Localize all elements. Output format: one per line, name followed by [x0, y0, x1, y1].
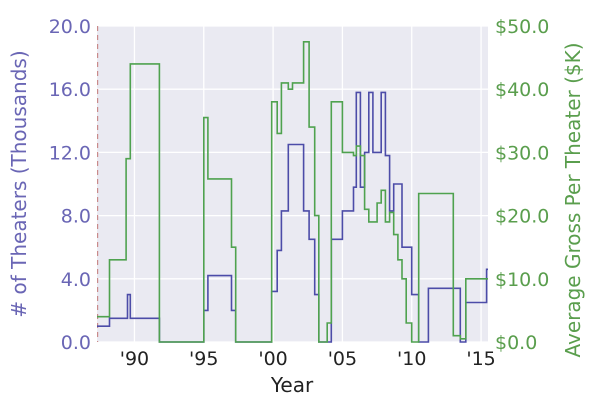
- x-tick-label: '00: [258, 348, 287, 370]
- series-gross-line: [97, 41, 488, 343]
- x-tick-label: '15: [466, 348, 495, 370]
- x-axis-ticks: '90 '95 '00 '05 '10 '15: [120, 348, 496, 370]
- y-left-tick-label: 20.0: [49, 16, 91, 38]
- right-axis-ticks: $0.0 $10.0 $20.0 $30.0 $40.0 $50.0: [495, 16, 549, 354]
- left-axis-ticks: 0.0 4.0 8.0 12.0 16.0 20.0: [49, 16, 91, 354]
- y-right-tick-label: $0.0: [495, 332, 537, 354]
- y-left-tick-label: 16.0: [49, 79, 91, 101]
- y-axis-right-label: Average Gross Per Theater ($K): [561, 42, 585, 357]
- x-tick-label: '90: [120, 348, 149, 370]
- y-left-tick-label: 0.0: [61, 332, 91, 354]
- y-left-tick-label: 4.0: [61, 269, 91, 291]
- x-axis-label: Year: [270, 373, 314, 397]
- y-right-tick-label: $40.0: [495, 79, 549, 101]
- x-tick-label: '05: [328, 348, 357, 370]
- series-theaters-line: [97, 91, 488, 343]
- y-axis-left-label: # of Theaters (Thousands): [7, 50, 31, 317]
- x-tick-label: '95: [189, 348, 218, 370]
- series-layer: [97, 41, 488, 343]
- y-right-tick-label: $50.0: [495, 16, 549, 38]
- y-right-tick-label: $10.0: [495, 269, 549, 291]
- y-right-tick-label: $20.0: [495, 206, 549, 228]
- plot-area: [97, 26, 488, 342]
- y-right-tick-label: $30.0: [495, 142, 549, 164]
- y-left-tick-label: 12.0: [49, 142, 91, 164]
- y-left-tick-label: 8.0: [61, 206, 91, 228]
- x-tick-label: '10: [397, 348, 426, 370]
